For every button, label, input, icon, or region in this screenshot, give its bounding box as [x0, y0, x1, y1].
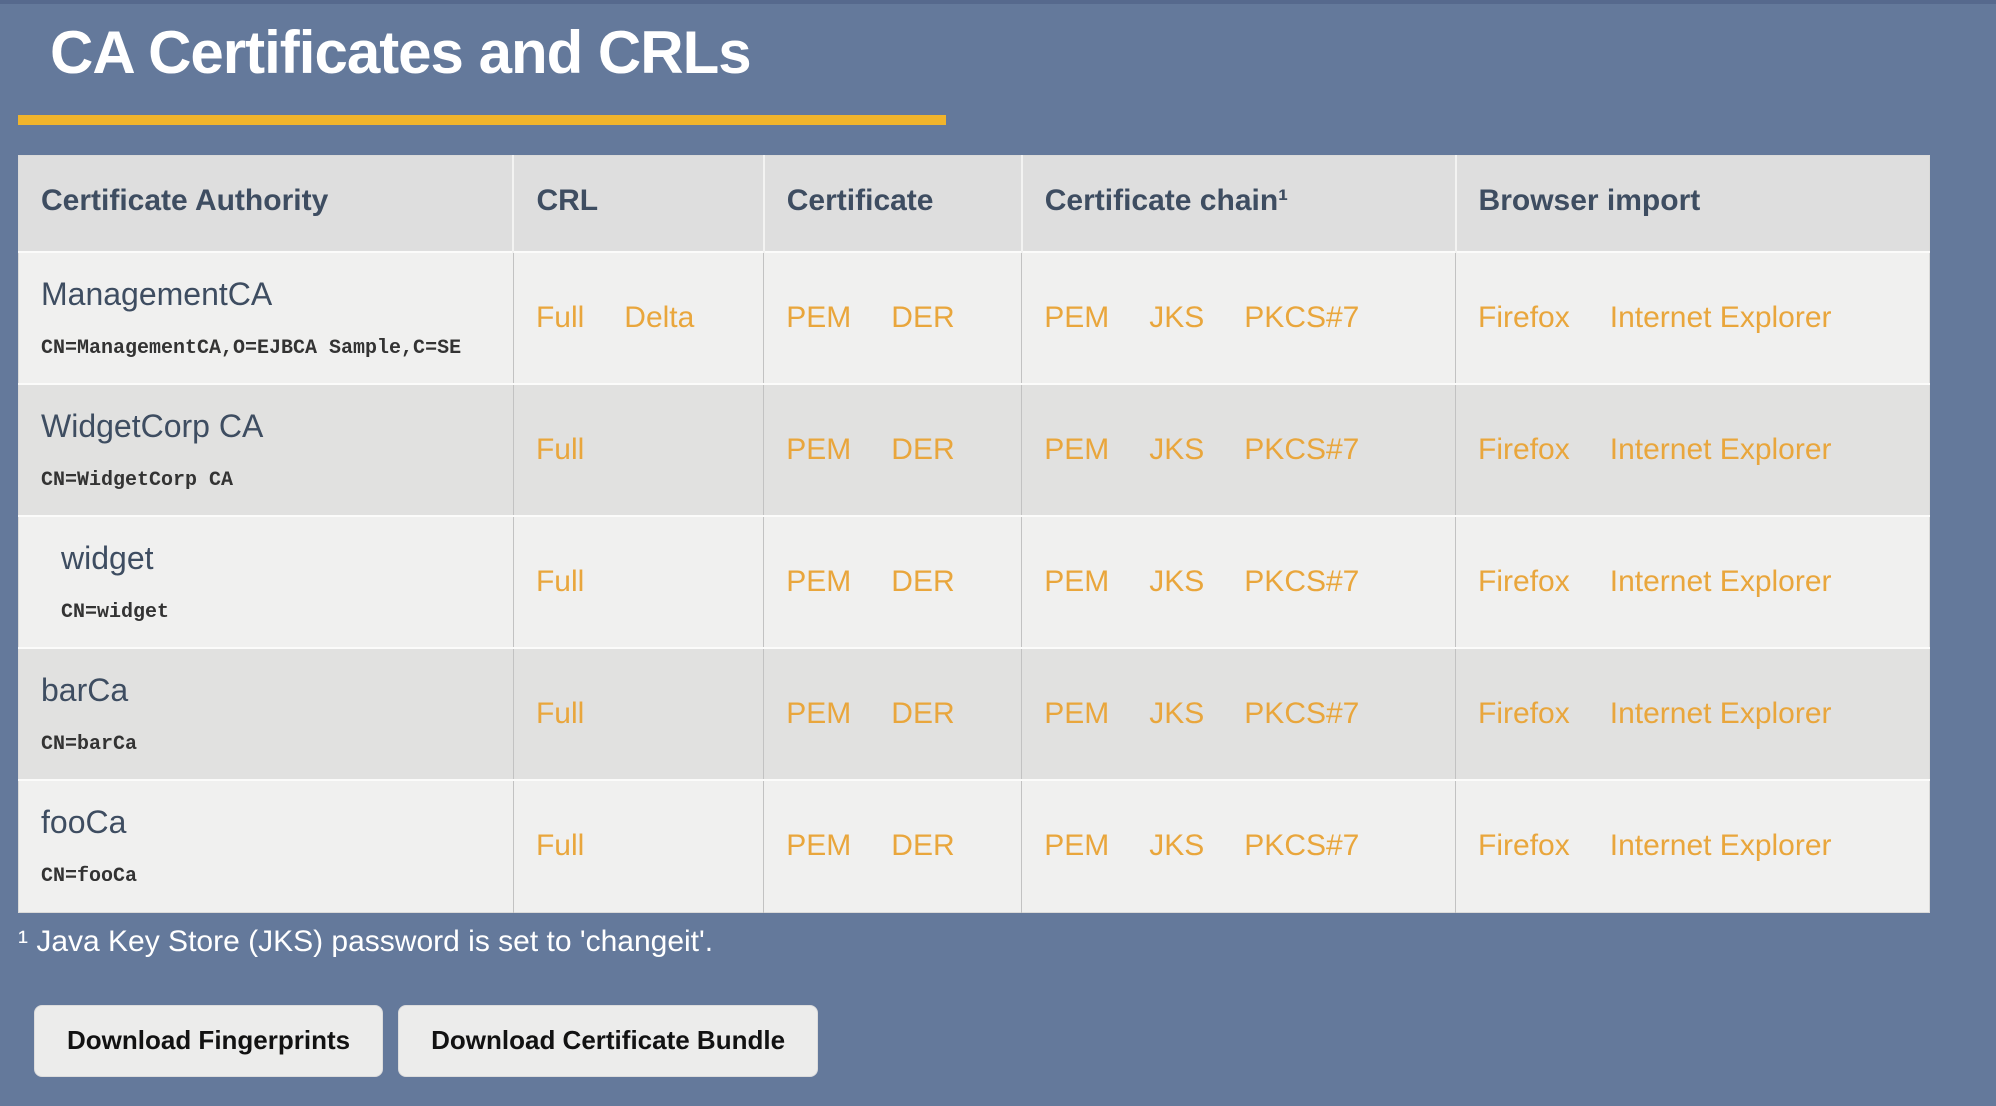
ca-subject-dn: CN=fooCa [41, 865, 138, 889]
ca-cell: fooCa CN=fooCa [18, 779, 514, 912]
certificate-chain-pem-link[interactable]: PEM [1044, 433, 1110, 466]
table-header-row: Certificate Authority CRL Certificate Ce… [18, 155, 1930, 252]
certificate-chain-cell: PEM JKS PKCS#7 [1021, 515, 1457, 648]
certificate-der-link[interactable]: DER [891, 697, 955, 730]
certificate-chain-pkcs-7-link[interactable]: PKCS#7 [1244, 301, 1360, 334]
browser-import-firefox-link[interactable]: Firefox [1478, 697, 1570, 730]
certificate-chain-jks-link[interactable]: JKS [1149, 829, 1205, 863]
certificate-chain-pkcs-7-link[interactable]: PKCS#7 [1244, 433, 1360, 466]
crl-full-link[interactable]: Full [535, 301, 585, 334]
ca-name: fooCa [41, 804, 127, 841]
ca-cell: widget CN=widget [18, 515, 514, 648]
ca-name: barCa [41, 672, 129, 708]
certificate-der-link[interactable]: DER [891, 565, 955, 598]
crl-full-link[interactable]: Full [535, 433, 585, 466]
crl-full-link[interactable]: Full [535, 697, 585, 730]
browser-import-internet-explorer-link[interactable]: Internet Explorer [1609, 829, 1832, 863]
certificate-pem-link[interactable]: PEM [786, 697, 852, 730]
header-certificate-authority: Certificate Authority [18, 155, 515, 252]
certificate-chain-pkcs-7-link[interactable]: PKCS#7 [1244, 565, 1360, 598]
table-row: ManagementCA CN=ManagementCA,O=EJBCA Samp… [18, 251, 1930, 384]
ca-subject-dn: CN=WidgetCorp CA [41, 469, 234, 492]
ca-cell: barCa CN=barCa [18, 647, 514, 780]
download-fingerprints-button[interactable]: Download Fingerprints [34, 1004, 384, 1077]
certificate-der-link[interactable]: DER [891, 829, 955, 863]
table-row: fooCa CN=fooCa Full PEM DER PEM JKS PKCS#7 Firef… [18, 779, 1930, 912]
ca-table-body: ManagementCA CN=ManagementCA,O=EJBCA Samp… [18, 251, 1930, 912]
ca-cell: WidgetCorp CA CN=WidgetCorp CA [18, 383, 514, 516]
crl-cell: Full Delta [513, 251, 765, 384]
certificate-chain-cell: PEM JKS PKCS#7 [1021, 383, 1457, 516]
certificate-chain-pkcs-7-link[interactable]: PKCS#7 [1244, 697, 1360, 730]
header-certificate: Certificate [763, 155, 1023, 252]
browser-import-internet-explorer-link[interactable]: Internet Explorer [1609, 697, 1832, 730]
certificate-chain-jks-link[interactable]: JKS [1149, 301, 1205, 334]
browser-import-cell: Firefox Internet Explorer [1455, 515, 1930, 648]
crl-cell: Full [513, 779, 765, 912]
crl-cell: Full [513, 383, 765, 516]
browser-import-internet-explorer-link[interactable]: Internet Explorer [1609, 301, 1832, 334]
certificate-chain-pem-link[interactable]: PEM [1044, 697, 1110, 730]
page-container: CA Certificates and CRLs Certificate Aut… [0, 18, 1996, 1077]
certificate-cell: PEM DER [763, 647, 1023, 780]
table-row: barCa CN=barCa Full PEM DER PEM JKS PKCS#7 Firef… [18, 647, 1930, 780]
certificate-chain-cell: PEM JKS PKCS#7 [1021, 779, 1457, 912]
ca-certificates-table: Certificate Authority CRL Certificate Ce… [18, 155, 1930, 913]
browser-import-firefox-link[interactable]: Firefox [1478, 433, 1570, 466]
certificate-chain-jks-link[interactable]: JKS [1149, 697, 1205, 730]
crl-full-link[interactable]: Full [535, 829, 585, 863]
browser-import-internet-explorer-link[interactable]: Internet Explorer [1609, 565, 1832, 598]
header-crl: CRL [513, 155, 765, 252]
browser-import-cell: Firefox Internet Explorer [1455, 251, 1930, 384]
certificate-chain-jks-link[interactable]: JKS [1149, 565, 1205, 598]
certificate-cell: PEM DER [763, 515, 1023, 648]
certificate-pem-link[interactable]: PEM [786, 829, 852, 863]
certificate-cell: PEM DER [763, 779, 1023, 912]
crl-cell: Full [513, 515, 765, 648]
page-title: CA Certificates and CRLs [50, 19, 752, 86]
certificate-chain-pem-link[interactable]: PEM [1044, 301, 1110, 334]
header-browser-import: Browser import [1455, 155, 1930, 252]
browser-import-firefox-link[interactable]: Firefox [1478, 565, 1570, 598]
browser-import-cell: Firefox Internet Explorer [1455, 647, 1930, 780]
ca-cell: ManagementCA CN=ManagementCA,O=EJBCA Samp… [18, 251, 514, 384]
browser-import-internet-explorer-link[interactable]: Internet Explorer [1609, 433, 1832, 466]
ca-subject-dn: CN=ManagementCA,O=EJBCA Sample,C=SE [41, 337, 462, 360]
header-certificate-chain: Certificate chain¹ [1021, 155, 1457, 252]
ca-name: ManagementCA [41, 276, 273, 312]
certificate-pem-link[interactable]: PEM [786, 433, 852, 466]
certificate-cell: PEM DER [763, 251, 1023, 384]
crl-full-link[interactable]: Full [535, 565, 585, 598]
title-underline [18, 115, 946, 125]
ca-name: WidgetCorp CA [41, 408, 264, 444]
browser-import-firefox-link[interactable]: Firefox [1478, 301, 1570, 334]
certificate-chain-jks-link[interactable]: JKS [1149, 433, 1205, 466]
download-certificate-bundle-button[interactable]: Download Certificate Bundle [398, 1004, 819, 1077]
ca-subject-dn: CN=barCa [41, 733, 138, 756]
crl-cell: Full [513, 647, 765, 780]
certificate-der-link[interactable]: DER [891, 301, 955, 334]
certificate-der-link[interactable]: DER [891, 433, 955, 466]
crl-delta-link[interactable]: Delta [624, 301, 695, 334]
browser-import-cell: Firefox Internet Explorer [1455, 779, 1930, 912]
certificate-cell: PEM DER [763, 383, 1023, 516]
ca-name: widget [61, 540, 154, 576]
certificate-chain-pem-link[interactable]: PEM [1044, 829, 1110, 863]
table-row: WidgetCorp CA CN=WidgetCorp CA Full PEM DER P… [18, 383, 1930, 516]
ca-subject-dn: CN=widget [61, 601, 170, 624]
browser-import-cell: Firefox Internet Explorer [1455, 383, 1930, 516]
certificate-chain-pem-link[interactable]: PEM [1044, 565, 1110, 598]
table-row: widget CN=widget Full PEM DER PEM JKS PKCS#7 Fir… [18, 515, 1930, 648]
browser-import-firefox-link[interactable]: Firefox [1478, 829, 1570, 863]
certificate-chain-cell: PEM JKS PKCS#7 [1021, 251, 1457, 384]
certificate-pem-link[interactable]: PEM [786, 565, 852, 598]
certificate-chain-cell: PEM JKS PKCS#7 [1021, 647, 1457, 780]
certificate-chain-pkcs-7-link[interactable]: PKCS#7 [1244, 829, 1360, 863]
certificate-pem-link[interactable]: PEM [786, 301, 852, 334]
actions-bar: Download Fingerprints Download Certifica… [34, 1004, 1930, 1077]
jks-password-footnote: ¹ Java Key Store (JKS) password is set t… [18, 924, 714, 958]
